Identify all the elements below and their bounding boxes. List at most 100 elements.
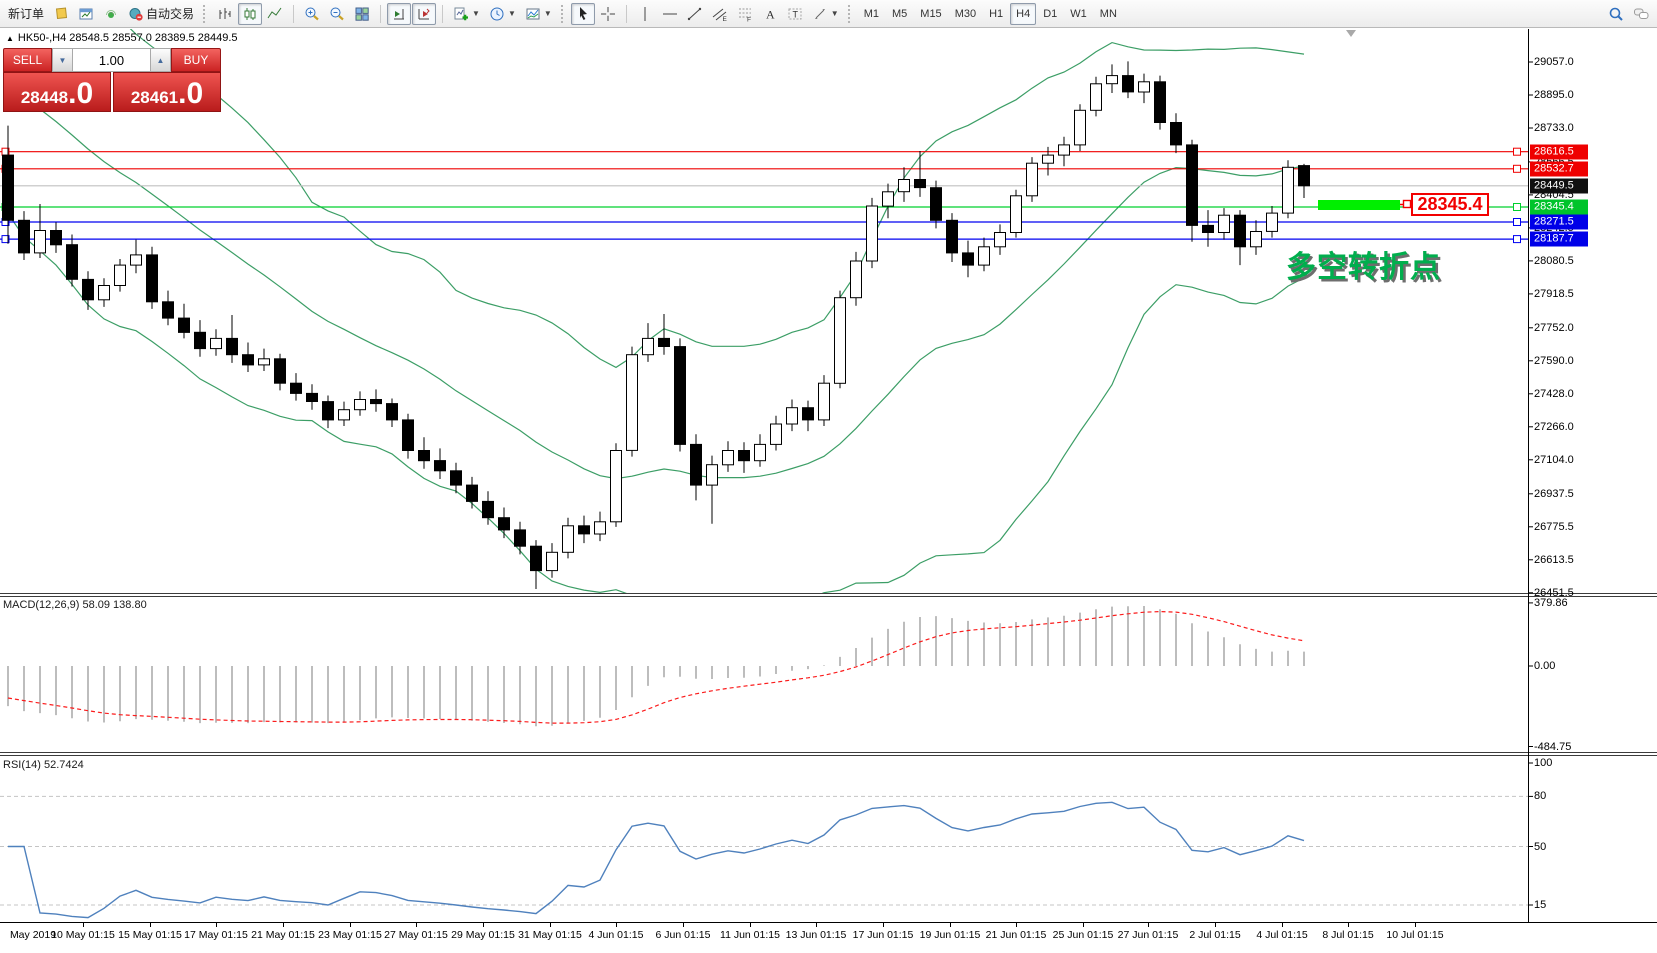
chart-window-icon-button[interactable] [49, 3, 73, 25]
autotrade-button-label: 自动交易 [146, 7, 195, 21]
time-axis-label: 6 Jun 01:15 [655, 929, 711, 941]
highlight-zone-object[interactable] [1318, 200, 1400, 210]
candlestick-button[interactable] [238, 2, 263, 25]
timeframe-m5-label: M5 [892, 7, 908, 20]
templates-button[interactable]: ▼ [521, 3, 556, 25]
new-order-button[interactable]: 新订单 [4, 3, 48, 25]
time-axis-label: 17 Jun 01:15 [852, 929, 914, 941]
sell-button[interactable]: SELL [3, 48, 52, 72]
price-tag-28532.7: 28532.7 [1530, 161, 1588, 177]
fibonacci-button[interactable]: F [733, 3, 757, 25]
zoom-out-button[interactable] [325, 3, 349, 25]
timeframe-m1[interactable]: M1 [858, 3, 885, 25]
timeframe-h4[interactable]: H4 [1010, 2, 1037, 25]
timeframe-m1-label: M1 [863, 7, 879, 20]
bar-chart-button[interactable] [213, 3, 237, 25]
toolbar: 新订单 自动交易 ▼ ▼ ▼ E F A T ▼ M1 M5 M15 M30 H1 H4 D1 W1 MN [0, 0, 1657, 28]
autotrade-button[interactable]: 自动交易 [124, 3, 198, 25]
channel-icon: E [712, 8, 727, 22]
level-lines[interactable] [0, 147, 1528, 244]
timeframe-mn[interactable]: MN [1094, 3, 1123, 25]
chat-button[interactable] [1629, 3, 1653, 25]
candlesticks [2, 61, 1310, 589]
line-chart-button[interactable] [263, 3, 287, 25]
buy-price-button[interactable]: 28461.0 [113, 72, 221, 112]
volume-input[interactable] [73, 48, 150, 72]
chart-shift-marker-icon[interactable] [1346, 30, 1356, 37]
zoomin-icon [305, 7, 319, 20]
time-axis-label: 2 Jul 01:15 [1189, 929, 1241, 941]
chart-frame [0, 29, 1657, 927]
time-axis-label: 27 May 01:15 [384, 929, 448, 941]
tile-windows-button[interactable] [350, 3, 374, 25]
collapse-chart-icon[interactable]: ▲ [6, 34, 14, 43]
trendline-button[interactable] [683, 3, 707, 25]
timeframe-m15-label: M15 [920, 7, 942, 20]
cursor-button[interactable] [570, 2, 595, 25]
vline-icon [644, 6, 646, 21]
svg-text:E: E [722, 16, 727, 22]
dropdown-arrow-icon[interactable]: ▼ [543, 9, 552, 18]
chat-icon [1634, 8, 1649, 19]
template-icon [526, 8, 540, 19]
timeframe-d1[interactable]: D1 [1037, 3, 1063, 25]
dropdown-arrow-icon[interactable]: ▼ [472, 9, 480, 18]
search-button[interactable] [1604, 3, 1628, 25]
text-button[interactable]: A [758, 3, 782, 25]
arrows-button[interactable]: ▼ [808, 3, 843, 25]
tile-icon [355, 7, 369, 21]
auto-scroll-button[interactable] [412, 2, 437, 25]
macd-indicator-label: MACD(12,26,9) 58.09 138.80 [3, 599, 147, 611]
dropdown-arrow-icon[interactable]: ▼ [507, 9, 516, 18]
timeframe-m30[interactable]: M30 [949, 3, 982, 25]
zoom-in-button[interactable] [300, 3, 324, 25]
price-axis-label: 27918.5 [1534, 287, 1574, 300]
time-axis-label: 29 May 01:15 [451, 929, 515, 941]
new-chart-button[interactable]: ▼ [449, 3, 484, 25]
svg-text:A: A [766, 7, 775, 21]
volume-decrease-button[interactable]: ▼ [52, 48, 73, 72]
linechart-icon [267, 7, 282, 18]
volume-increase-button[interactable]: ▲ [150, 48, 171, 72]
crosshair-button[interactable] [596, 3, 620, 25]
toolbar-separator [293, 4, 295, 23]
channel-button[interactable]: E [708, 3, 732, 25]
dropdown-arrow-icon[interactable]: ▼ [830, 9, 839, 18]
one-click-trading-panel: SELL ▼ ▲ BUY 28448.0 28461.0 [3, 48, 221, 112]
price-tag-28345.4: 28345.4 [1530, 199, 1588, 215]
chart-shift-button[interactable] [387, 2, 412, 25]
sell-price-button[interactable]: 28448.0 [3, 72, 111, 112]
autoscroll-icon [418, 8, 430, 19]
timeframe-w1[interactable]: W1 [1064, 3, 1093, 25]
vertical-line-button[interactable] [633, 3, 657, 25]
timeframe-m5[interactable]: M5 [886, 3, 913, 25]
price-tag-28187.7: 28187.7 [1530, 231, 1588, 247]
market-watch-icon-button[interactable] [74, 3, 98, 25]
symbol-ohlc-title: HK50-,H4 28548.5 28557.0 28389.5 28449.5 [17, 32, 238, 44]
rsi-axis-label: 100 [1534, 757, 1553, 769]
timeframe-d1-label: D1 [1043, 7, 1058, 20]
horizontal-line-button[interactable] [658, 3, 682, 25]
crosshair-icon [600, 6, 615, 21]
price-axis-label: 26613.5 [1534, 553, 1574, 566]
price-callout-box[interactable]: 28345.4 [1411, 193, 1489, 216]
time-axis-label: 31 May 01:15 [518, 929, 582, 941]
rsi-line [0, 795, 1528, 919]
buy-button[interactable]: BUY [171, 48, 221, 72]
signals-icon-button[interactable] [99, 3, 123, 25]
macd-histogram [7, 606, 1305, 727]
fibonacci-icon: F [738, 8, 751, 22]
price-axis-label: 26775.5 [1534, 520, 1574, 533]
toolbar-separator [442, 4, 444, 23]
timeframe-m15[interactable]: M15 [914, 3, 947, 25]
time-axis-label: 21 Jun 01:15 [985, 929, 1047, 941]
periods-button[interactable]: ▼ [485, 3, 520, 25]
text-label-button[interactable]: T [783, 3, 807, 25]
time-axis-label: 27 Jun 01:15 [1117, 929, 1179, 941]
time-axis-label: 13 Jun 01:15 [785, 929, 847, 941]
time-axis-label: 8 Jul 01:15 [1322, 929, 1374, 941]
timeframe-h1[interactable]: H1 [983, 3, 1009, 25]
zoomout-icon [330, 7, 344, 20]
turning-point-annotation[interactable]: 多空转折点 [1286, 251, 1441, 284]
